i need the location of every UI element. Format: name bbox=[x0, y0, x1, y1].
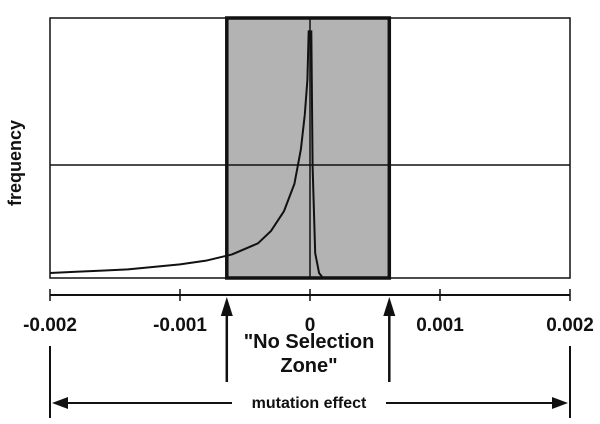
no-selection-zone-annotation: "No Selection Zone" bbox=[220, 297, 396, 382]
x-tick-label: 0.001 bbox=[416, 315, 464, 336]
effect-arrow-right-head bbox=[552, 397, 568, 409]
x-tick-labels: -0.002 -0.001 0 0.001 0.002 bbox=[23, 315, 594, 336]
zone-boundary-arrow-head bbox=[383, 297, 396, 316]
frequency-curve-1 bbox=[49, 30, 310, 275]
y-axis-title: frequency bbox=[5, 120, 25, 206]
x-tick-label: -0.001 bbox=[153, 315, 207, 336]
x-tick-label: 0.002 bbox=[546, 315, 594, 336]
mutation-effect-label: mutation effect bbox=[252, 395, 367, 412]
plot-area bbox=[49, 16, 571, 301]
no-selection-zone-label-line2: Zone" bbox=[280, 355, 337, 377]
x-tick-label: -0.002 bbox=[23, 315, 77, 336]
zone-boundary-arrow-head bbox=[220, 297, 233, 316]
no-selection-zone-label-line1: "No Selection bbox=[244, 331, 375, 353]
mutation-effect-annotation: mutation effect bbox=[49, 346, 571, 418]
mutation-effect-label-bg bbox=[234, 391, 384, 413]
frequency-curve-2 bbox=[310, 30, 324, 279]
effect-arrow-left-head bbox=[52, 397, 68, 409]
x-tick-label: 0 bbox=[305, 315, 316, 336]
